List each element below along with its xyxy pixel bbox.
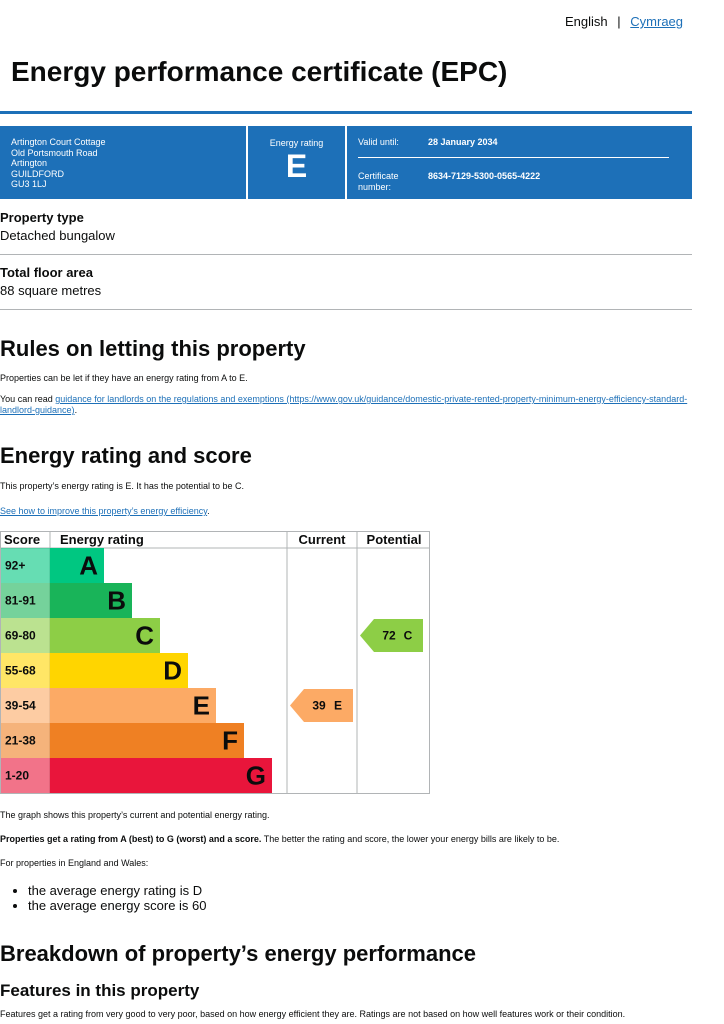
- language-switch: English | Cymraeg: [565, 14, 683, 29]
- band-bar: [50, 758, 272, 793]
- property-value: Detached bungalow: [0, 228, 115, 243]
- valid-label: Valid until:: [358, 137, 399, 147]
- page-title: Energy performance certificate (EPC): [11, 56, 508, 87]
- score-cell: [1, 548, 50, 583]
- paragraph: Properties can be let if they have an en…: [0, 373, 248, 383]
- band-score: 1-20: [5, 769, 29, 783]
- subheading: Features in this property: [0, 981, 200, 1000]
- property-label: Property type: [0, 210, 84, 225]
- title-rule: [0, 111, 692, 114]
- table-frame: [0, 531, 430, 794]
- band-score: 81-91: [5, 594, 36, 608]
- band-letter: G: [246, 761, 266, 791]
- paragraph: Properties get a rating from A (best) to…: [0, 834, 559, 844]
- score-cell: [1, 688, 50, 723]
- welsh-link[interactable]: Cymraeg: [630, 14, 684, 29]
- cert-number: 8634-7129-5300-0565-4222: [428, 171, 541, 181]
- score-cell: [1, 618, 50, 653]
- column-header: Score: [4, 532, 40, 547]
- score-cell: [1, 653, 50, 688]
- text: The better the rating and score, the low…: [261, 834, 560, 844]
- english: English: [565, 14, 608, 29]
- divider: [345, 126, 347, 199]
- current-arrow: [290, 689, 353, 722]
- band-letter: E: [193, 691, 210, 721]
- paragraph: For properties in England and Wales:: [0, 858, 149, 868]
- separator: |: [617, 14, 621, 29]
- divider: [246, 126, 248, 199]
- potential-arrow: [360, 619, 423, 652]
- property-label: Total floor area: [0, 265, 93, 280]
- cert-label: Certificate number:: [358, 171, 399, 192]
- band-score: 21-38: [5, 734, 36, 748]
- paragraph: The graph shows this property’s current …: [0, 810, 270, 820]
- address-line: Old Portsmouth Road: [11, 147, 98, 158]
- text: .: [207, 506, 210, 516]
- potential-letter: C: [404, 629, 413, 643]
- rating: E: [285, 148, 308, 184]
- heading: Breakdown of property’s energy performan…: [0, 941, 476, 966]
- band-bar: [50, 688, 216, 723]
- band-score: 69-80: [5, 629, 36, 643]
- bullet: the average energy score is 60: [28, 898, 207, 913]
- bullet: the average energy rating is D: [28, 883, 207, 898]
- potential-score: 72: [382, 629, 396, 643]
- text: You can read: [0, 394, 56, 404]
- band-bar: [50, 653, 188, 688]
- paragraph: This property’s energy rating is E. It h…: [0, 481, 244, 491]
- column-header: Potential: [367, 532, 422, 547]
- improve-link[interactable]: See how to improve this property’s energ…: [0, 506, 208, 516]
- band-bar: [50, 618, 160, 653]
- band-score: 55-68: [5, 664, 36, 678]
- rule: [0, 309, 692, 310]
- score-cell: [1, 583, 50, 618]
- band-bar: [50, 583, 132, 618]
- heading: Rules on letting this property: [0, 336, 306, 361]
- bullet-list: the average energy rating is D the avera…: [0, 883, 207, 913]
- summary-box: Artington Court Cottage Old Portsmouth R…: [0, 126, 692, 199]
- address: Artington Court Cottage Old Portsmouth R…: [11, 137, 106, 190]
- band-letter: B: [107, 586, 126, 616]
- band-letter: F: [222, 726, 238, 756]
- address-line: GU3 1LJ: [11, 179, 47, 189]
- text: Properties get a rating from A (best) to…: [0, 834, 262, 844]
- address-line: Artington: [11, 158, 48, 168]
- current-letter: E: [334, 699, 342, 713]
- paragraph: You can read guidance for landlords on t…: [0, 394, 690, 416]
- heading: Energy rating and score: [0, 443, 252, 468]
- rule: [0, 254, 692, 255]
- band-bar: [50, 548, 104, 583]
- score-cell: [1, 758, 50, 793]
- address-line: GUILDFORD: [11, 168, 65, 179]
- band-score: 39-54: [5, 699, 36, 713]
- valid-date: 28 January 2034: [428, 137, 498, 147]
- band-bar: [50, 723, 244, 758]
- guidance-link[interactable]: guidance for landlords on the regulation…: [0, 394, 688, 415]
- box-rule: [358, 157, 669, 158]
- paragraph: See how to improve this property’s energ…: [0, 506, 210, 516]
- band-score: 92+: [5, 559, 25, 573]
- band-letter: A: [79, 551, 98, 581]
- band-letter: D: [163, 656, 182, 686]
- column-header: Current: [299, 532, 347, 547]
- current-score: 39: [312, 699, 326, 713]
- property-value: 88 square metres: [0, 283, 102, 298]
- column-header: Energy rating: [60, 532, 144, 547]
- score-cell: [1, 723, 50, 758]
- text: .: [74, 405, 78, 415]
- address-line: Artington Court Cottage: [11, 137, 106, 147]
- rating-chart: Score Energy rating Current Potential 92+ A 81…: [0, 531, 430, 794]
- band-letter: C: [135, 621, 154, 651]
- paragraph: Features get a rating from very good to …: [0, 1009, 626, 1019]
- rating-label: Energy rating: [269, 138, 324, 148]
